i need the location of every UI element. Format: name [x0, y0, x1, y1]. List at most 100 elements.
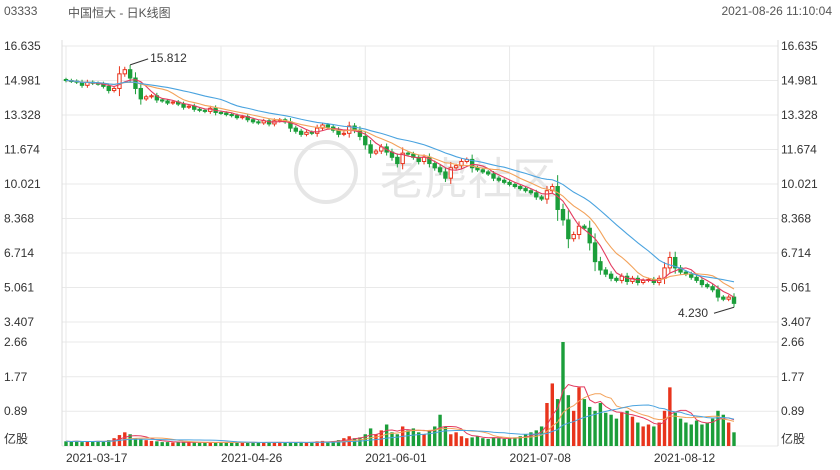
candle-body: [234, 115, 240, 119]
candle-body: [614, 277, 619, 281]
volume-bar: [630, 416, 635, 446]
candle-body: [405, 152, 411, 155]
x-tick-label: 2021-07-08: [510, 451, 572, 465]
volume-bar: [566, 395, 571, 446]
volume-bar: [620, 412, 624, 446]
candle-body: [576, 225, 582, 236]
volume-bar: [502, 438, 506, 446]
volume-bar: [160, 442, 164, 446]
volume-bar: [604, 412, 608, 446]
volume-bar: [91, 441, 95, 446]
volume-bar: [726, 422, 731, 446]
volume-bar: [673, 412, 677, 446]
volume-bar: [523, 434, 528, 446]
candle-body: [250, 119, 256, 123]
candle-body: [314, 127, 320, 134]
watermark-text: 老虎社区: [380, 154, 556, 205]
candle-body: [181, 103, 186, 108]
volume-bar: [433, 426, 437, 446]
chart-title: 中国恒大 - 日K线图: [68, 6, 171, 20]
price-tick-right: 6.714: [781, 246, 811, 260]
stock-code: 03333: [4, 4, 38, 18]
candle-body: [117, 73, 122, 89]
candle-body: [544, 190, 550, 200]
x-tick-label: 2021-04-26: [221, 451, 283, 465]
candle-body: [165, 100, 170, 104]
candle-body: [416, 156, 421, 162]
candle-body: [689, 273, 694, 278]
volume-bar: [459, 436, 464, 446]
low-annotation-pointer: [713, 306, 735, 314]
candle-body: [480, 169, 486, 173]
price-tick-right: 5.061: [781, 281, 811, 295]
volume-bar: [481, 438, 485, 446]
volume-bar: [256, 442, 261, 446]
candle-body: [496, 177, 502, 181]
volume-bar: [700, 424, 704, 446]
volume-bar: [229, 442, 234, 446]
volume-ma20-line: [65, 404, 735, 443]
x-tick-label: 2021-06-01: [365, 451, 427, 465]
candle-body: [721, 296, 726, 300]
candle-body: [518, 186, 523, 190]
candle-body: [582, 225, 587, 229]
volume-bar: [518, 436, 522, 446]
volume-bar: [213, 442, 218, 446]
candle-body: [715, 289, 721, 298]
candle-body: [528, 190, 534, 194]
volume-bar: [427, 430, 432, 446]
chart-header: 03333 中国恒大 - 日K线图 2021-08-26 11:10:04: [0, 0, 840, 20]
candle-body: [400, 152, 405, 165]
candle-body: [731, 296, 737, 304]
candle-body: [138, 87, 144, 100]
candle-body: [224, 112, 229, 116]
volume-bar: [192, 442, 196, 446]
volume-bar: [331, 441, 335, 446]
price-tick-right: 13.328: [781, 108, 818, 122]
volume-bar: [149, 440, 154, 446]
volume-bar: [470, 437, 474, 446]
volume-bar: [235, 442, 239, 446]
candle-body: [427, 156, 432, 165]
ma10-line: [65, 79, 735, 290]
candle-body: [491, 173, 496, 179]
candle-body: [502, 179, 507, 183]
volume-bar: [299, 442, 303, 446]
candle-body: [507, 181, 512, 185]
volume-bar: [240, 442, 245, 446]
candle-body: [726, 296, 731, 300]
candle-body: [421, 156, 427, 162]
volume-bar: [85, 441, 90, 446]
volume-bar: [684, 422, 688, 446]
candle-body: [149, 95, 154, 98]
volume-bar: [662, 410, 667, 446]
candle-body: [122, 69, 127, 75]
volume-bar: [657, 422, 661, 446]
price-tick-right: 3.407: [781, 315, 811, 329]
candle-body: [143, 96, 149, 100]
volume-bar: [64, 441, 68, 446]
candle-body: [325, 124, 331, 128]
volume-bar: [278, 442, 282, 446]
volume-bar: [74, 440, 79, 446]
volume-bar: [80, 442, 84, 446]
volume-bar: [646, 424, 651, 446]
volume-bar: [507, 438, 512, 446]
volume-bar: [352, 438, 357, 446]
candle-body: [539, 196, 544, 200]
price-tick-left: 6.714: [4, 246, 34, 260]
candle-body: [603, 269, 608, 275]
candle-body: [170, 101, 176, 104]
volume-bar: [374, 434, 378, 446]
volume-bar: [315, 441, 319, 446]
candle-body: [523, 188, 528, 192]
volume-bar: [384, 424, 389, 446]
volume-bar: [475, 436, 480, 446]
volume-bar: [96, 440, 100, 446]
chart-datetime: 2021-08-26 11:10:04: [721, 4, 832, 18]
candle-body: [256, 121, 261, 124]
price-tick-left: 11.674: [4, 143, 40, 157]
candle-body: [432, 163, 437, 169]
candle-body: [640, 279, 646, 284]
